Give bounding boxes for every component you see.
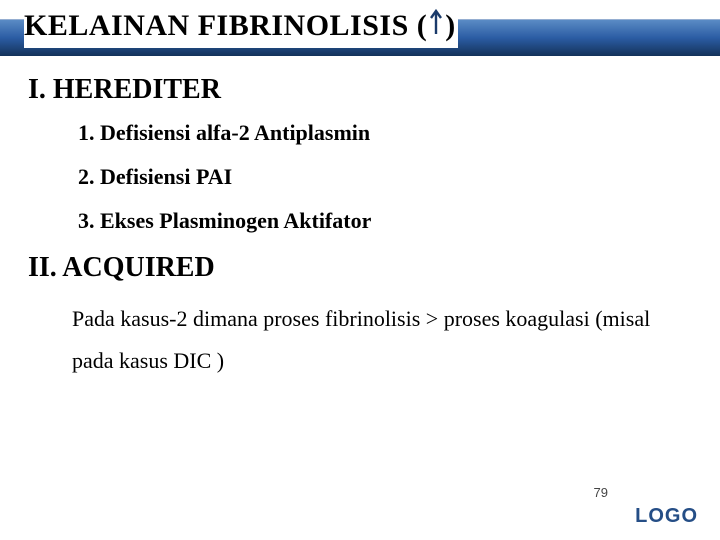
page-number: 79	[594, 485, 608, 500]
logo-text: LOGO	[635, 505, 698, 528]
slide-title: KELAINAN FIBRINOLISIS ( )	[24, 8, 458, 48]
section-2-heading: II. ACQUIRED	[28, 252, 692, 284]
section-1-item-2: 2. Defisiensi PAI	[78, 164, 692, 190]
title-bar: KELAINAN FIBRINOLISIS ( )	[0, 0, 720, 56]
section-1-item-3: 3. Ekses Plasminogen Aktifator	[78, 208, 692, 234]
section-2-body: Pada kasus-2 dimana proses fibrinolisis …	[72, 298, 692, 382]
up-arrow-icon	[429, 8, 443, 44]
title-prefix: KELAINAN FIBRINOLISIS (	[24, 9, 427, 42]
title-suffix: )	[445, 9, 456, 43]
section-1-heading: I. HEREDITER	[28, 74, 692, 106]
slide-content: I. HEREDITER 1. Defisiensi alfa-2 Antipl…	[0, 56, 720, 382]
section-1-item-1: 1. Defisiensi alfa-2 Antiplasmin	[78, 120, 692, 146]
